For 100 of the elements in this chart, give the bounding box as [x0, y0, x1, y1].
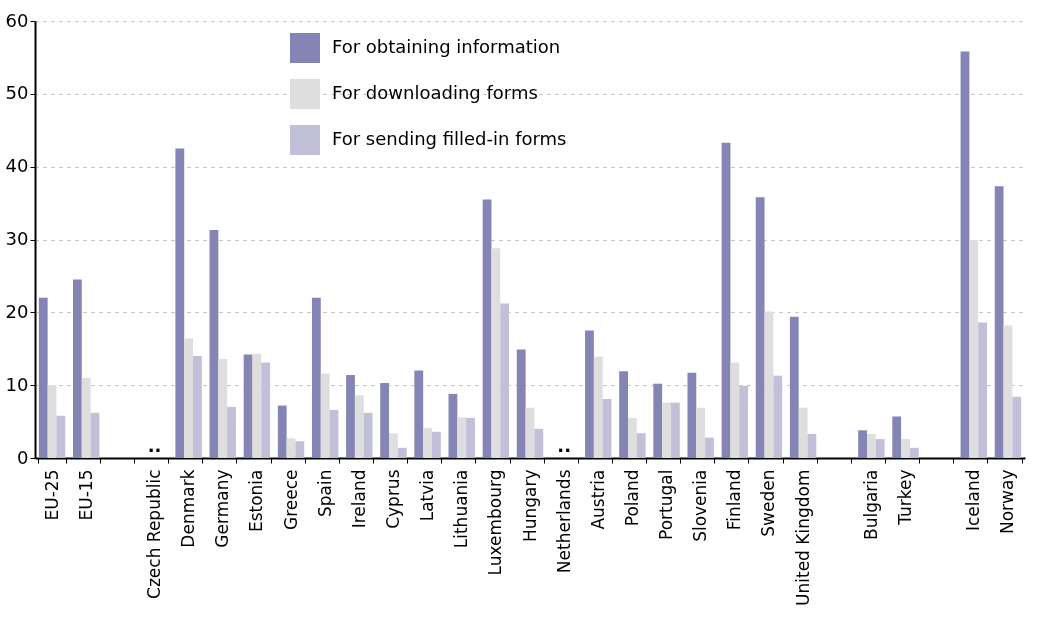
x-tick-label: Greece	[280, 469, 301, 531]
x-tick-label: Ireland	[348, 469, 369, 529]
bar	[696, 407, 706, 458]
x-tick-label: Luxembourg	[485, 469, 506, 576]
x-tick-label: Hungary	[519, 469, 540, 543]
bar	[764, 311, 774, 458]
x-tick-label: Poland	[621, 469, 642, 527]
bar	[585, 330, 594, 458]
x-tick-label: Estonia	[246, 469, 267, 533]
x-tick-label: Czech Republic	[143, 469, 164, 599]
x-tick-label: Spain	[314, 469, 335, 517]
y-tick-label: 60	[5, 9, 29, 31]
x-tick-label: Netherlands	[553, 469, 574, 574]
annotation: ..	[557, 435, 571, 456]
bar	[243, 354, 253, 458]
bar	[969, 240, 979, 458]
bar	[807, 433, 817, 458]
bar	[858, 430, 867, 458]
bar	[491, 248, 501, 458]
y-tick-label: 10	[5, 373, 29, 395]
bar	[602, 399, 612, 458]
x-tick-label: Denmark	[178, 469, 199, 548]
y-tick-label: 30	[5, 228, 29, 249]
bar	[227, 407, 236, 458]
bar	[380, 382, 390, 458]
bar	[448, 393, 458, 458]
bar	[705, 437, 714, 458]
bar	[397, 447, 407, 458]
bar	[994, 186, 1004, 458]
bar	[636, 433, 646, 458]
x-tick-label: EU-15	[75, 469, 96, 521]
bar	[252, 353, 262, 458]
bar	[739, 385, 749, 458]
bar	[81, 377, 91, 458]
bar	[363, 412, 373, 458]
bar	[892, 416, 902, 458]
x-tick-label: Norway	[997, 469, 1018, 534]
bar	[175, 148, 185, 458]
bar	[730, 362, 740, 458]
x-tick-label: Iceland	[963, 469, 984, 532]
x-tick-label: EU-25	[41, 469, 62, 521]
legend-label: For sending filled-in forms	[332, 128, 567, 149]
bar	[466, 417, 475, 458]
x-tick-label: Bulgaria	[860, 469, 881, 540]
bar	[901, 439, 910, 458]
bar	[311, 297, 321, 458]
y-tick-label: 20	[5, 300, 29, 322]
x-tick-label: Finland	[724, 469, 745, 531]
bar	[662, 402, 671, 458]
x-tick-label: Lithuania	[451, 469, 472, 549]
bar	[500, 303, 510, 458]
bar	[789, 316, 799, 458]
bar	[687, 372, 697, 458]
x-tick-label: Cyprus	[382, 469, 403, 529]
bar	[261, 362, 271, 458]
x-tick-label: Sweden	[758, 469, 779, 537]
bar	[482, 199, 492, 458]
bar	[721, 142, 731, 458]
bar	[90, 412, 100, 458]
bar	[978, 322, 988, 458]
y-tick-label: 50	[5, 82, 29, 104]
bar	[329, 409, 339, 458]
bar	[866, 433, 876, 458]
bar	[525, 407, 535, 458]
bar	[277, 405, 287, 458]
bar	[960, 51, 970, 458]
bar	[320, 373, 330, 458]
x-tick-label: Germany	[212, 469, 233, 548]
bar	[56, 415, 66, 458]
x-tick-label: United Kingdom	[792, 469, 813, 606]
bar	[184, 338, 194, 458]
bar	[457, 417, 467, 458]
x-tick-label: Latvia	[417, 469, 438, 522]
bar	[773, 375, 783, 458]
y-tick-label: 40	[5, 155, 29, 177]
bar	[218, 358, 228, 458]
bar	[909, 447, 919, 458]
bar	[209, 230, 219, 458]
x-tick-label: Turkey	[895, 469, 916, 526]
bar	[286, 438, 296, 458]
x-tick-label: Austria	[587, 469, 608, 530]
bar	[875, 439, 885, 458]
bar	[295, 441, 305, 458]
bar	[431, 431, 441, 458]
bar	[346, 374, 355, 458]
legend-label: For obtaining information	[332, 36, 561, 57]
y-tick-label: 0	[17, 446, 29, 468]
bar	[354, 395, 364, 458]
bar	[38, 297, 48, 458]
x-tick-label: Portugal	[656, 469, 677, 540]
bar	[423, 428, 432, 458]
legend-label: For downloading forms	[332, 82, 538, 103]
bar	[534, 428, 544, 458]
bar	[516, 349, 526, 458]
bar	[47, 385, 57, 458]
bar	[414, 370, 424, 458]
bar	[798, 407, 808, 458]
bar	[1003, 325, 1013, 458]
bar	[1012, 396, 1022, 458]
bar	[670, 402, 680, 458]
